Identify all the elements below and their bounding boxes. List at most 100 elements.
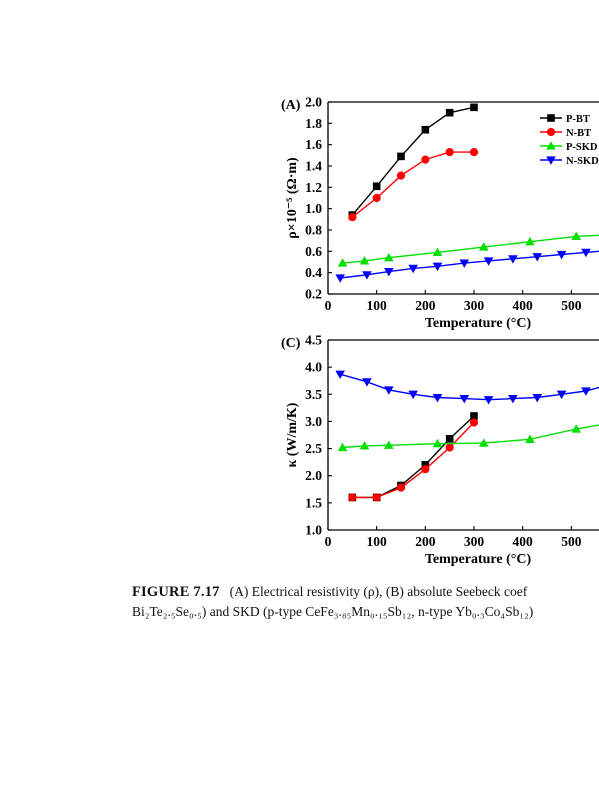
panel-c-series-p-bt [348, 412, 478, 502]
panel-a-n-skd-point [362, 271, 372, 280]
panel-c-n-bt-point [396, 483, 406, 492]
panel-c-n-skd-point [335, 370, 345, 379]
panel-c-y-tick-label: 2.5 [305, 441, 322, 456]
panel-a-legend-entry-n-skd: N-SKD [566, 156, 599, 167]
panel-a-n-bt-point [396, 171, 406, 180]
panel-c-p-skd-point [384, 440, 394, 449]
panel-a-y-tick-label: 0.6 [305, 244, 322, 259]
panel-a-x-axis-title: Temperature (°C) [425, 316, 532, 331]
panel-c-x-axis-title: Temperature (°C) [425, 552, 532, 567]
panel-a-legend: P-BT N-BT P-SKD N-SKD [540, 114, 599, 167]
panel-c-n-skd-point [432, 393, 443, 403]
panel-a-x-tick-label: 200 [415, 298, 436, 313]
panel-a-p-skd-point [478, 242, 489, 251]
panel-c-n-bt-point [445, 443, 454, 452]
panel-c-y-tick-label: 3.5 [305, 387, 322, 402]
figure-caption-line-2: Bi₂Te₂.₅Se₀.₅) and SKD (p-type CeFe₃.₈₅M… [132, 604, 533, 620]
panel-a-legend-marker [546, 141, 556, 150]
panel-a-y-tick-label: 1.2 [305, 180, 322, 195]
panel-c-n-skd-point [581, 387, 591, 396]
panel-c-x-tick-label: 200 [415, 534, 436, 549]
panel-c-n-skd-point [459, 395, 470, 404]
panel-c-p-bt-point [445, 435, 454, 443]
panel-a-p-skd-point [525, 236, 535, 246]
panel-a-n-skd-point [384, 268, 394, 277]
panel-a-p-skd-point [359, 256, 370, 265]
panel-a-legend-marker [547, 114, 555, 122]
figure-caption-text-1: (A) Electrical resistivity (ρ), (B) abso… [229, 584, 528, 599]
panel-c-n-bt-point [348, 493, 357, 502]
figure-caption-label: FIGURE 7.17 [132, 584, 220, 600]
panel-a-y-axis-title: ρ×10⁻⁵ (Ω·m) [285, 157, 300, 239]
panel-a-y-tick-label: 0.8 [305, 223, 322, 238]
panel-c-p-bt-point [421, 461, 430, 469]
panel-c-p-skd-point [571, 424, 581, 433]
panel-a-y-tick-label: 1.8 [305, 116, 322, 131]
panel-a-x-tick-label: 300 [464, 298, 485, 313]
panel-a-n-skd-point [483, 257, 494, 266]
panel-c-n-bt-point [372, 493, 381, 502]
panel-c-y-tick-label: 2.0 [305, 468, 322, 483]
panel-c-p-skd-line [342, 424, 599, 449]
panel-c-n-bt-point [421, 465, 430, 474]
panel-c-n-skd-point [532, 393, 543, 403]
figure-caption-line-1: FIGURE 7.17 (A) Electrical resistivity (ρ… [132, 584, 527, 601]
panel-a-p-skd-point [337, 258, 348, 267]
panel-a-y-tick-label: 0.2 [305, 287, 322, 302]
panel-a-legend-entry-p-bt: P-BT [566, 114, 590, 125]
panel-a-p-bt-line [351, 106, 475, 216]
panel-a-p-bt-point [445, 108, 454, 117]
panel-a-p-bt-point [397, 152, 405, 161]
panel-a-x-tick-label: 100 [367, 298, 388, 313]
panel-a-n-bt-point [348, 213, 357, 222]
panel-a-n-skd-point [335, 274, 345, 283]
panel-a-p-skd-line [342, 234, 599, 264]
panel-c-n-skd-point [384, 386, 394, 395]
panel-a-series-n-bt [348, 148, 479, 222]
panel-a-x-tick-label: 400 [513, 298, 534, 313]
panel-c-series-p-skd [337, 424, 599, 452]
panel-a-n-skd-line [340, 250, 599, 279]
panel-c-x-tick-label: 0 [325, 534, 332, 549]
panel-a-n-bt-point [372, 193, 381, 203]
panel-a-n-bt-point [445, 148, 454, 157]
panel-a-n-bt-point [469, 148, 479, 157]
panel-c-x-tick-label: 500 [561, 534, 582, 549]
panel-c-y-tick-label: 3.0 [305, 414, 322, 429]
panel-a-series-p-skd [337, 231, 599, 267]
panel-c-n-skd-point [483, 396, 494, 405]
panel-a-label: (A) [281, 98, 301, 113]
panel-a-p-skd-point [384, 252, 394, 262]
panel-c-x-tick-label: 300 [464, 534, 485, 549]
panel-a-n-bt-line [351, 151, 474, 218]
panel-c-n-skd-point [556, 390, 567, 400]
panel-c-series-n-skd [335, 370, 599, 405]
panel-c-n-bt-point [469, 418, 479, 427]
panel-a-legend-entry-n-bt: N-BT [566, 128, 591, 139]
panel-c-p-bt-line [352, 415, 475, 499]
panel-a-y-tick-label: 0.4 [305, 265, 322, 280]
panel-c-y-tick-label: 1.0 [305, 523, 322, 538]
panel-a-n-bt-point [421, 155, 430, 164]
panel-c-n-skd-point [508, 395, 518, 404]
panel-a-n-skd-point [508, 255, 518, 264]
panel-a-p-skd-point [432, 247, 443, 256]
panel-a-n-skd-point [459, 259, 470, 268]
panel-a-series-p-bt [348, 103, 478, 219]
panel-c-n-skd-point [408, 390, 418, 400]
panel-a-series-n-skd [335, 248, 599, 283]
panel-c-chart: 1.0 1.5 2.0 2.5 3.0 3.5 4.0 4.5 0 100 200 300 400 500… [281, 333, 599, 567]
panel-a-legend-marker [546, 127, 556, 137]
panel-c-p-skd-point [525, 434, 535, 443]
panel-a-p-bt-point [421, 125, 430, 134]
panel-a-legend-marker [546, 156, 556, 165]
panel-c-p-skd-point [432, 438, 443, 448]
panel-a-y-tick-label: 1.4 [305, 159, 322, 174]
panel-a-y-tick-label: 1.0 [305, 201, 322, 216]
panel-a-p-bt-point [470, 103, 478, 112]
panel-a-n-skd-point [581, 248, 591, 258]
panel-a-n-skd-point [408, 264, 418, 274]
panel-c-p-bt-point [470, 412, 478, 420]
panel-a-n-skd-point [432, 262, 443, 272]
